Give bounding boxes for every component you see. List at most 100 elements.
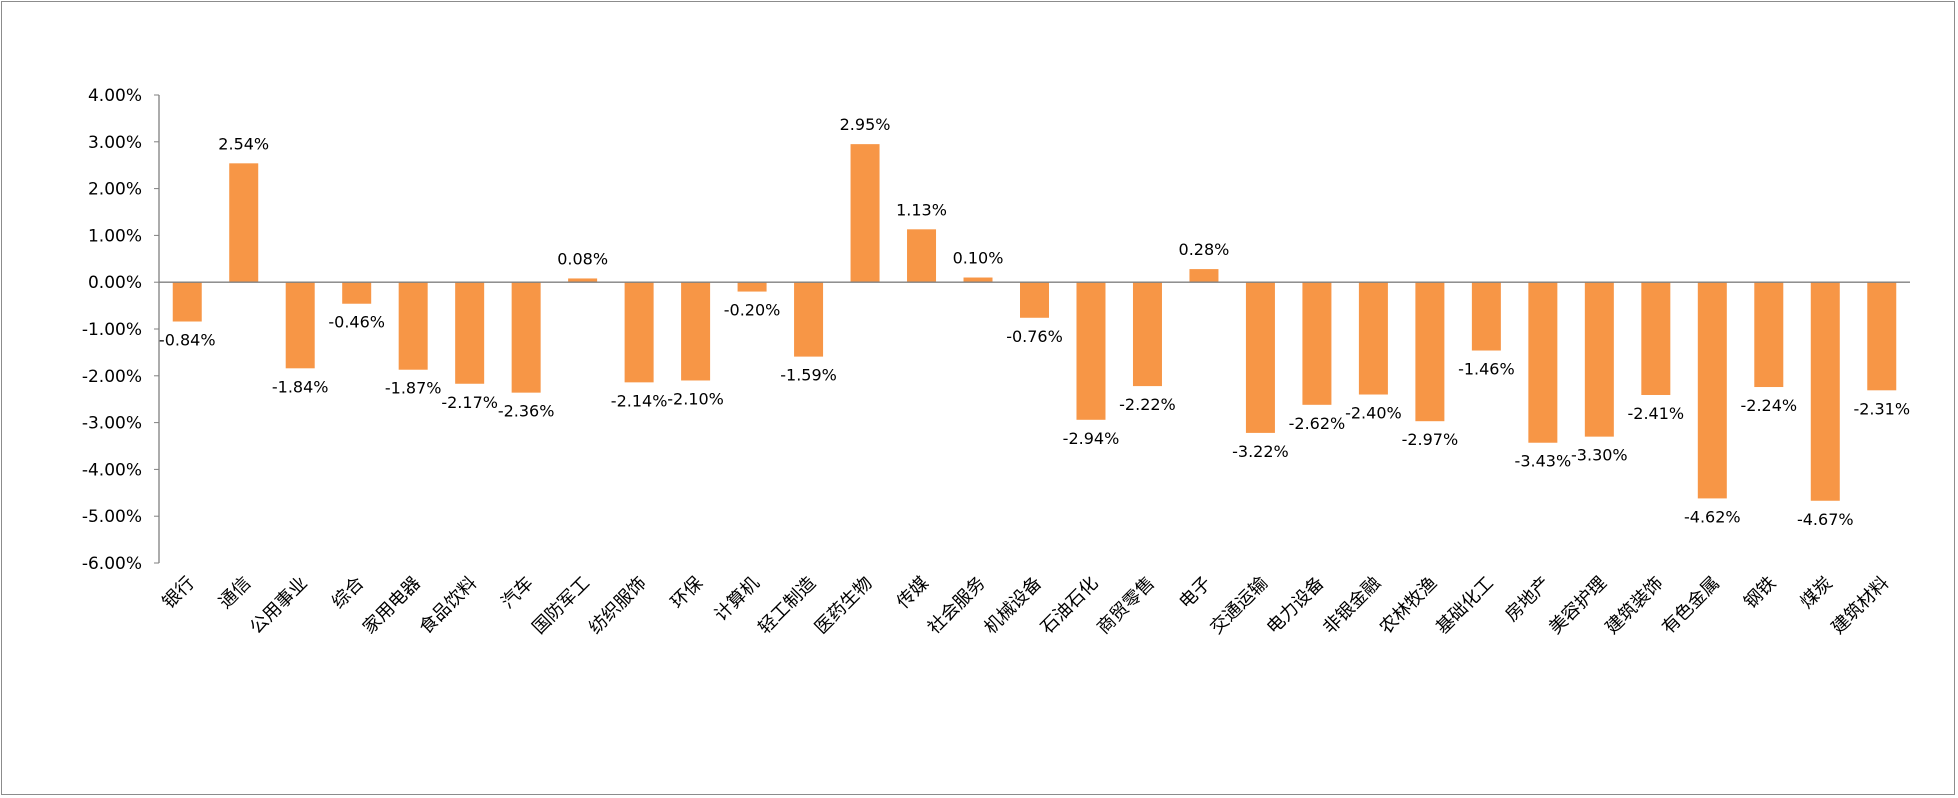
bar [794, 282, 824, 357]
bar [963, 277, 993, 283]
category-label: 传媒 [893, 573, 933, 613]
y-tick-label: 0.00% [88, 273, 142, 293]
bar [285, 282, 315, 369]
y-tick-label: -3.00% [82, 414, 142, 434]
data-label: -0.20% [724, 301, 781, 320]
category-label: 有色金属 [1658, 573, 1724, 639]
y-tick-label: 4.00% [88, 86, 142, 106]
category-label: 煤炭 [1797, 573, 1837, 613]
bar [1528, 282, 1558, 443]
y-axis: 4.00% 3.00% 2.00% 1.00% 0.00% -1.00% -2.00% -3.… [82, 86, 160, 574]
data-label: -1.59% [780, 366, 837, 385]
bar [229, 163, 259, 283]
data-label: 1.13% [896, 200, 947, 219]
data-label: -2.14% [611, 391, 668, 410]
bar [850, 144, 880, 283]
bar [172, 282, 202, 322]
data-label: 2.95% [840, 115, 891, 134]
data-label: -3.43% [1515, 452, 1572, 471]
data-label: 0.08% [557, 249, 608, 268]
bar [1697, 282, 1727, 499]
bar [1358, 282, 1388, 395]
y-tick-label: -1.00% [82, 320, 142, 340]
data-label: -1.87% [385, 379, 442, 398]
data-label: -2.24% [1740, 396, 1797, 415]
category-label: 通信 [215, 573, 255, 613]
category-label: 农林牧渔 [1376, 573, 1442, 639]
category-label: 石油石化 [1037, 573, 1103, 639]
bar [342, 282, 372, 304]
bar [1020, 282, 1049, 318]
category-label: 医药生物 [811, 573, 877, 639]
category-label: 基础化工 [1432, 573, 1498, 639]
data-label: -2.94% [1063, 429, 1120, 448]
category-label: 建筑材料 [1828, 573, 1894, 639]
data-label: -2.97% [1402, 430, 1459, 449]
data-label: -2.40% [1345, 404, 1402, 423]
category-label: 公用事业 [246, 573, 312, 639]
bar [681, 282, 711, 381]
category-label: 国防军工 [528, 573, 594, 639]
category-label: 汽车 [497, 573, 537, 613]
data-label: -2.22% [1119, 395, 1176, 414]
category-label: 商贸零售 [1093, 573, 1159, 639]
data-label: -1.46% [1458, 360, 1515, 379]
category-label: 钢铁 [1740, 573, 1780, 613]
bar [1810, 282, 1840, 501]
category-label: 食品饮料 [415, 573, 481, 639]
category-label: 轻工制造 [754, 573, 820, 639]
category-label: 家用电器 [359, 573, 425, 639]
category-label: 非银金融 [1319, 573, 1385, 639]
category-label: 房地产 [1501, 573, 1554, 626]
bar [1867, 282, 1897, 391]
data-label: -2.10% [667, 389, 724, 408]
bar [1245, 282, 1275, 433]
category-label: 银行 [158, 573, 198, 613]
y-tick-label: -6.00% [82, 554, 142, 574]
bar [455, 282, 485, 384]
bar [1076, 282, 1106, 420]
y-tick-label: 2.00% [88, 180, 142, 200]
data-label: -2.36% [498, 402, 555, 421]
bar [1754, 282, 1784, 388]
category-label: 计算机 [711, 573, 764, 626]
category-label: 建筑装饰 [1602, 573, 1668, 639]
category-label: 机械设备 [980, 573, 1046, 639]
y-tick-label: 3.00% [88, 133, 142, 153]
data-labels: -0.84% 2.54% -1.84% -0.46% -1.87%-2.17% -2.36… [159, 115, 1910, 529]
y-tick-label: -2.00% [82, 367, 142, 387]
data-label: -2.41% [1628, 404, 1685, 423]
data-label: 2.54% [218, 134, 269, 153]
category-label: 电力设备 [1263, 573, 1329, 639]
data-label: -4.67% [1797, 510, 1854, 529]
bar [1302, 282, 1332, 405]
category-label: 电子 [1175, 573, 1215, 613]
data-label: -3.30% [1571, 446, 1628, 465]
category-label: 社会服务 [924, 573, 990, 639]
bar [907, 229, 937, 283]
data-label: 0.10% [953, 249, 1004, 268]
y-tick-label: -4.00% [82, 460, 142, 480]
data-label: -4.62% [1684, 507, 1741, 526]
category-label: 环保 [667, 573, 707, 613]
bar [737, 282, 767, 292]
data-label: -2.31% [1853, 399, 1910, 418]
data-label: -0.46% [328, 313, 385, 332]
data-label: -0.84% [159, 331, 216, 350]
data-label: -2.17% [441, 393, 498, 412]
data-label: -3.22% [1232, 442, 1289, 461]
bar [624, 282, 654, 383]
bar [1132, 282, 1162, 387]
category-label: 美容护理 [1545, 573, 1611, 639]
bar [568, 278, 598, 283]
category-label: 交通运输 [1206, 573, 1272, 639]
bars [172, 144, 1897, 501]
category-label: 纺织服饰 [585, 573, 651, 639]
y-tick-label: -5.00% [82, 507, 142, 527]
category-label: 综合 [328, 573, 368, 613]
data-label: -0.76% [1006, 327, 1063, 346]
bar [1189, 269, 1219, 283]
